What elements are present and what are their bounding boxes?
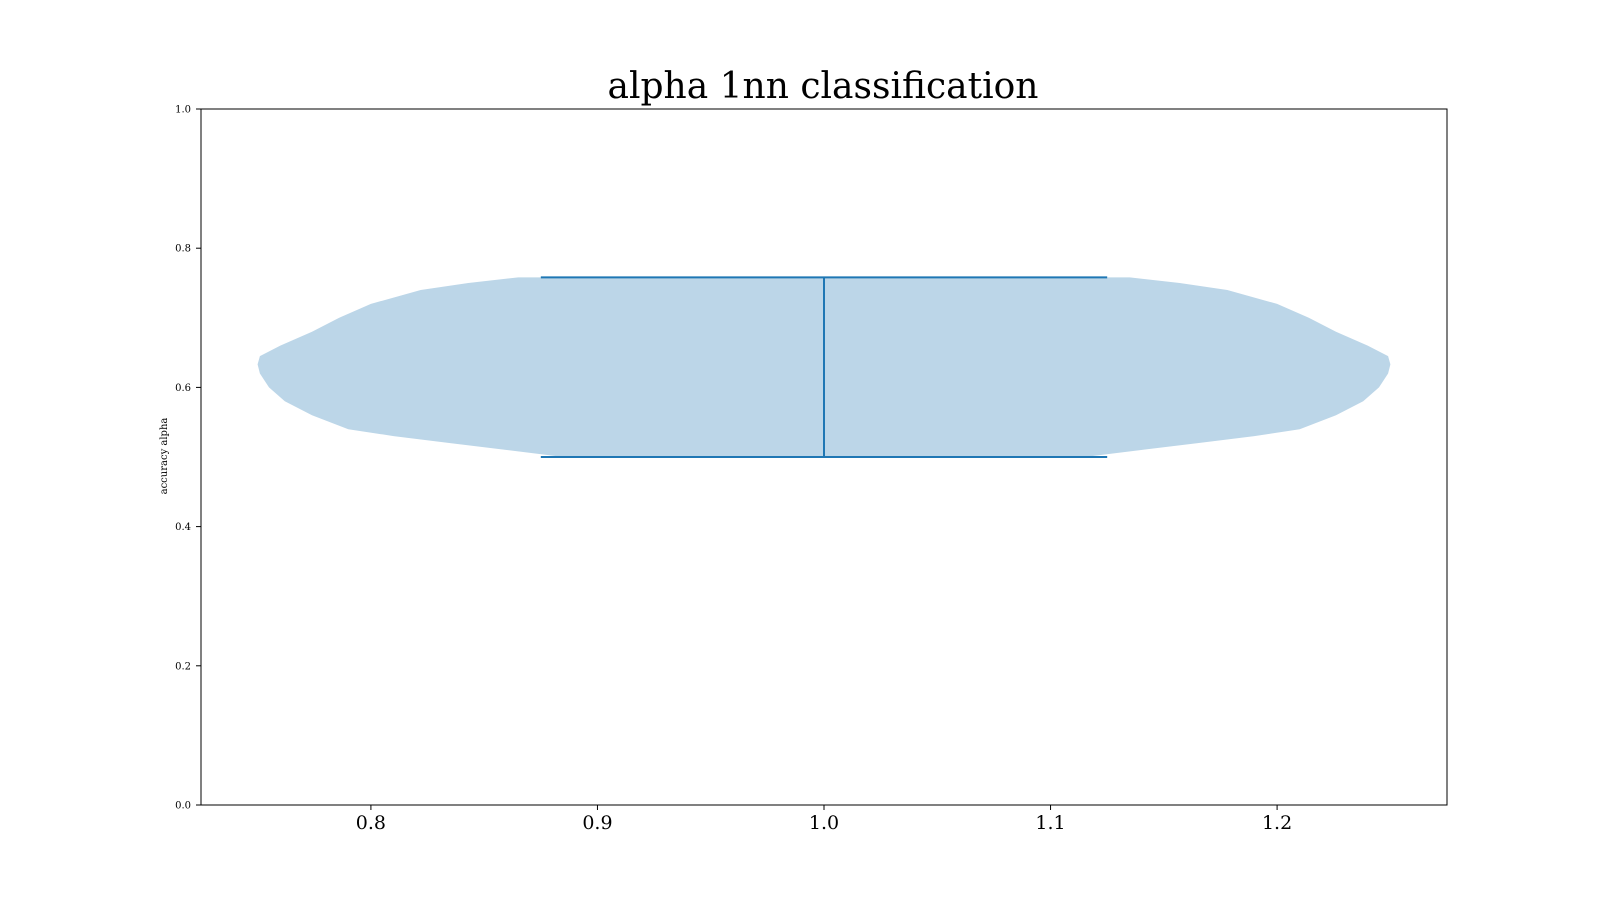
x-tick-label-0: 0.8 [356,812,386,834]
y-tick-label-5: 1.0 [175,105,191,116]
y-tick-label-3: 0.6 [175,383,191,394]
y-tick-label-2: 0.4 [175,522,191,533]
x-tick-label-4: 1.2 [1262,812,1292,834]
chart-title: alpha 1nn classification [608,66,1039,107]
x-tick-label-1: 0.9 [582,812,612,834]
y-axis-label: accuracy alpha [159,418,170,495]
x-tick-label-3: 1.1 [1035,812,1065,834]
x-tick-label-2: 1.0 [809,812,839,834]
plot-area: 0.8 0.9 1.0 1.1 1.2 0.0 0.2 0.4 0.6 0.8 1.0 [175,105,1448,834]
y-tick-label-1: 0.2 [175,661,191,672]
y-tick-label-0: 0.0 [175,801,191,812]
y-tick-label-4: 0.8 [175,244,191,255]
